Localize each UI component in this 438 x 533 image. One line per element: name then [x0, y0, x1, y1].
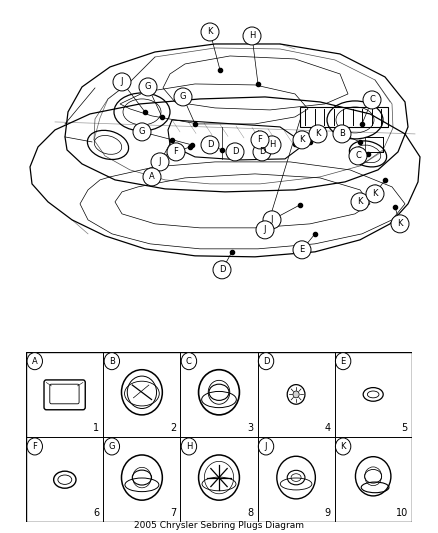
- Text: F: F: [173, 148, 178, 156]
- Text: K: K: [315, 130, 321, 139]
- Text: A: A: [32, 357, 38, 366]
- Circle shape: [293, 241, 311, 259]
- Circle shape: [333, 125, 351, 143]
- Circle shape: [391, 215, 409, 233]
- Text: 5: 5: [402, 423, 408, 433]
- Text: K: K: [340, 442, 346, 451]
- Text: F: F: [32, 442, 37, 451]
- Text: B: B: [109, 357, 115, 366]
- Circle shape: [201, 23, 219, 41]
- Text: 2: 2: [170, 423, 177, 433]
- Circle shape: [151, 153, 169, 171]
- Circle shape: [143, 168, 161, 186]
- Text: C: C: [369, 95, 375, 104]
- Text: 9: 9: [325, 508, 331, 518]
- Circle shape: [174, 88, 192, 106]
- Circle shape: [263, 211, 281, 229]
- Text: K: K: [299, 135, 305, 144]
- Text: 3: 3: [247, 423, 254, 433]
- Circle shape: [336, 353, 351, 370]
- Circle shape: [263, 136, 281, 154]
- Circle shape: [258, 438, 274, 455]
- Circle shape: [293, 391, 299, 398]
- Circle shape: [351, 193, 369, 211]
- Text: K: K: [357, 197, 363, 206]
- Text: H: H: [249, 31, 255, 41]
- Text: D: D: [232, 148, 238, 156]
- Circle shape: [104, 438, 120, 455]
- Text: A: A: [149, 172, 155, 181]
- Circle shape: [349, 147, 367, 165]
- Circle shape: [336, 438, 351, 455]
- Text: D: D: [207, 140, 213, 149]
- Bar: [300, 107, 388, 127]
- Text: E: E: [300, 245, 304, 254]
- Text: G: G: [109, 442, 115, 451]
- Text: 4: 4: [325, 423, 331, 433]
- Text: 8: 8: [247, 508, 254, 518]
- Text: H: H: [186, 442, 192, 451]
- Circle shape: [253, 143, 271, 161]
- Text: K: K: [372, 189, 378, 198]
- Circle shape: [181, 353, 197, 370]
- Circle shape: [243, 27, 261, 45]
- Circle shape: [251, 131, 269, 149]
- Text: C: C: [355, 151, 361, 160]
- Circle shape: [366, 185, 384, 203]
- Circle shape: [309, 125, 327, 143]
- Text: G: G: [139, 127, 145, 136]
- Circle shape: [167, 143, 185, 161]
- Text: 6: 6: [93, 508, 99, 518]
- Circle shape: [226, 143, 244, 161]
- Text: 10: 10: [396, 508, 408, 518]
- Circle shape: [181, 438, 197, 455]
- Text: F: F: [258, 135, 262, 144]
- Text: J: J: [265, 442, 267, 451]
- Text: 7: 7: [170, 508, 177, 518]
- Circle shape: [256, 221, 274, 239]
- Text: D: D: [263, 357, 269, 366]
- Circle shape: [113, 73, 131, 91]
- Text: J: J: [271, 215, 273, 224]
- Circle shape: [201, 136, 219, 154]
- Text: D: D: [259, 148, 265, 156]
- Text: E: E: [340, 357, 346, 366]
- Text: 1: 1: [93, 423, 99, 433]
- Circle shape: [133, 123, 151, 141]
- Circle shape: [363, 91, 381, 109]
- Text: J: J: [121, 77, 123, 86]
- Text: 2005 Chrysler Sebring Plugs Diagram: 2005 Chrysler Sebring Plugs Diagram: [134, 521, 304, 530]
- Circle shape: [213, 261, 231, 279]
- Text: G: G: [180, 92, 186, 101]
- Circle shape: [293, 131, 311, 149]
- Text: C: C: [186, 357, 192, 366]
- Circle shape: [27, 353, 42, 370]
- Text: G: G: [145, 83, 151, 92]
- Text: J: J: [159, 157, 161, 166]
- Circle shape: [27, 438, 42, 455]
- Circle shape: [258, 353, 274, 370]
- Text: K: K: [397, 220, 403, 228]
- Text: H: H: [269, 140, 275, 149]
- Text: K: K: [207, 28, 213, 36]
- Text: B: B: [339, 130, 345, 139]
- Text: J: J: [264, 225, 266, 235]
- Circle shape: [139, 78, 157, 96]
- Circle shape: [104, 353, 120, 370]
- Text: D: D: [219, 265, 225, 274]
